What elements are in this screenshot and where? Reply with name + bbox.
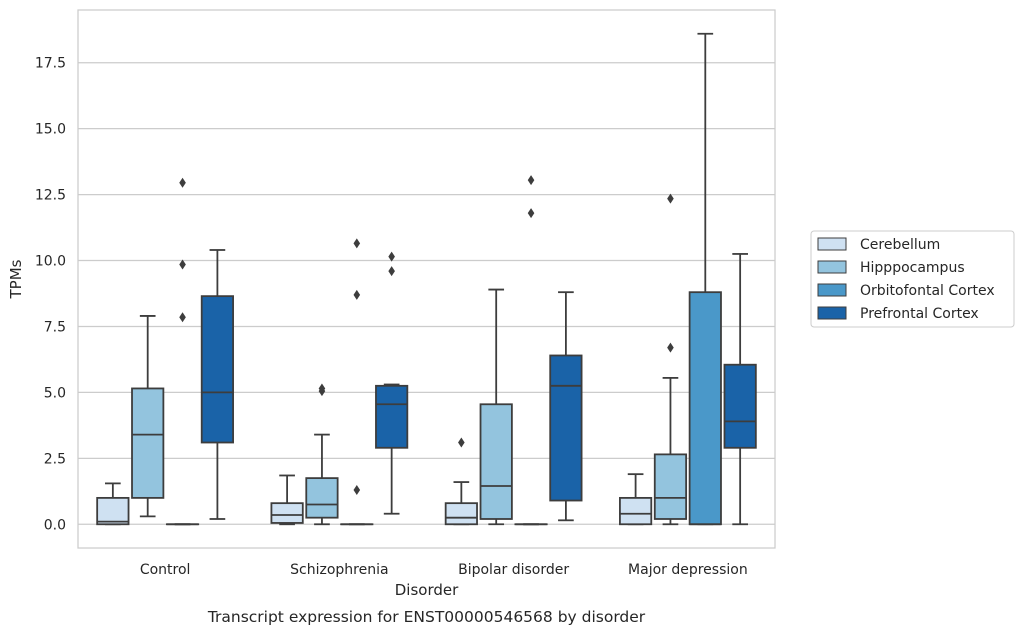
outlier-point	[388, 266, 395, 277]
box-hipppocampus	[131, 315, 165, 518]
outlier-point	[353, 238, 361, 249]
legend: Cerebellum Hipppocampus Orbitofontal Corte…	[810, 230, 1015, 328]
box-prefrontal-cortex	[200, 249, 234, 520]
box-hipppocampus	[653, 193, 688, 526]
chart-caption: Transcript expression for ENST0000054656…	[207, 608, 646, 626]
box-prefrontal-cortex	[375, 251, 409, 515]
outlier-point	[318, 383, 326, 394]
box-body	[96, 496, 130, 526]
box-orbitofontal-cortex	[340, 238, 374, 526]
legend-swatch	[817, 260, 847, 274]
outlier-point	[179, 177, 186, 188]
box-body	[653, 453, 688, 520]
y-tick-label: 7.5	[44, 319, 66, 335]
box-cerebellum	[96, 482, 130, 526]
x-tick-label: Bipolar disorder	[458, 562, 569, 578]
box-orbitofontal-cortex	[165, 177, 200, 526]
box-body	[479, 403, 513, 520]
box-body	[270, 502, 304, 524]
box-cerebellum	[270, 474, 304, 526]
x-tick-label: Control	[140, 562, 191, 578]
legend-swatch	[817, 283, 847, 297]
x-tick-label: Major depression	[628, 562, 748, 578]
y-tick-label: 2.5	[44, 451, 66, 467]
box-groups	[96, 32, 757, 526]
plot-frame	[77, 9, 776, 549]
box-body	[305, 477, 339, 519]
outlier-point	[667, 193, 674, 204]
box-body	[619, 496, 653, 526]
box-cerebellum	[619, 473, 653, 526]
legend-swatch	[817, 306, 847, 320]
outlier-point	[353, 289, 361, 300]
legend-frame	[810, 230, 1015, 328]
box-hipppocampus	[479, 288, 513, 526]
box-body	[444, 502, 478, 526]
outlier-point	[458, 437, 465, 448]
y-tick-label: 5.0	[44, 385, 66, 401]
box-body	[688, 291, 722, 526]
y-axis-title: TPMs	[7, 259, 25, 299]
outlier-point	[353, 484, 361, 495]
box-orbitofontal-cortex	[688, 32, 722, 526]
legend-label: Prefrontal Cortex	[860, 306, 979, 322]
x-axis-title: Disorder	[395, 581, 459, 599]
box-body	[200, 295, 234, 444]
x-tick-labels: Control Schizophrenia Bipolar disorder Majo…	[140, 562, 748, 578]
x-tick-label: Schizophrenia	[290, 562, 388, 578]
y-tick-label: 0.0	[44, 517, 66, 533]
box-prefrontal-cortex	[723, 253, 757, 526]
legend-label: Orbitofontal Cortex	[860, 283, 995, 299]
y-tick-label: 17.5	[35, 56, 66, 72]
outlier-point	[388, 251, 395, 262]
box-hipppocampus	[305, 383, 339, 526]
legend-label: Hipppocampus	[860, 260, 965, 276]
y-tick-labels: 0.0 2.5 5.0 7.5 10.0 12.5 15.0 17.5	[35, 56, 66, 534]
outlier-point	[527, 175, 535, 186]
legend-label: Cerebellum	[860, 237, 940, 253]
y-tick-label: 12.5	[35, 188, 66, 204]
box-body	[131, 387, 165, 499]
outlier-point	[179, 312, 186, 323]
box-body	[375, 384, 409, 449]
legend-swatch	[817, 237, 847, 251]
box-cerebellum	[444, 437, 478, 526]
outlier-point	[667, 342, 674, 353]
box-prefrontal-cortex	[549, 291, 583, 522]
box-orbitofontal-cortex	[514, 175, 548, 526]
box-body	[723, 363, 757, 449]
box-body	[549, 354, 583, 502]
y-tick-label: 10.0	[35, 254, 66, 270]
outlier-point	[527, 208, 535, 219]
outlier-point	[179, 259, 186, 270]
y-tick-label: 15.0	[35, 122, 66, 138]
